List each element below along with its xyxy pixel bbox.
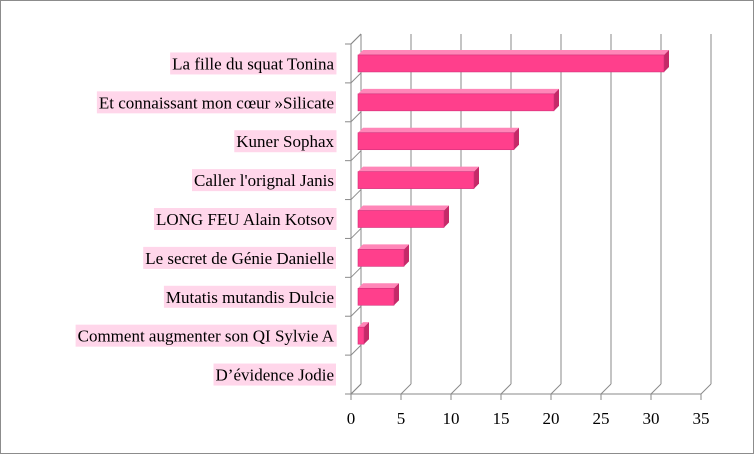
x-tick-label: 5 (397, 409, 406, 428)
bars (357, 49, 669, 345)
wall-gridline (350, 111, 362, 123)
bar (357, 88, 559, 112)
bar-front (357, 54, 665, 73)
wall-gridline (350, 189, 362, 200)
x-tick-label: 30 (643, 409, 660, 428)
category-label: D’évidence Jodie (216, 366, 334, 385)
category-label-bg (75, 324, 337, 347)
bar-side (394, 283, 399, 306)
wall-gridline (350, 344, 362, 356)
category-label: Le secret de Génie Danielle (145, 249, 334, 268)
floor-gridline (550, 383, 562, 395)
floor-gridline (400, 383, 412, 395)
x-tick-label: 10 (443, 409, 460, 428)
category-label-bg (96, 91, 336, 114)
category-label: La fille du squat Tonina (172, 54, 334, 73)
bar (357, 49, 669, 73)
floor-gridline (600, 383, 612, 395)
bar-front (357, 249, 405, 267)
category-label: LONG FEU Alain Kotsov (156, 210, 335, 229)
category-label-bg (192, 169, 336, 192)
wall-gridline (350, 305, 362, 317)
x-tick-label: 15 (493, 409, 510, 428)
x-tick-label: 35 (693, 409, 710, 428)
bar (357, 244, 409, 267)
bar-side (664, 49, 669, 72)
bar-side (514, 127, 519, 150)
category-label-bg (234, 130, 337, 153)
x-tick-labels: 0 5 10 15 20 25 30 35 (347, 409, 710, 428)
floor-gridline (450, 383, 462, 395)
floor-gridline (500, 383, 512, 395)
bar (357, 322, 369, 345)
category-label-bg (170, 52, 337, 75)
wall-gridline (350, 266, 362, 278)
category-label-bg (163, 285, 336, 308)
bar (357, 283, 399, 306)
bar-top (358, 88, 559, 94)
category-label: Et connaissant mon cœur »Silicate (99, 93, 334, 112)
x-tick-label: 25 (593, 409, 610, 428)
bar-side (364, 322, 369, 345)
bar (357, 127, 519, 151)
bar-top (358, 283, 399, 289)
bar-front (357, 210, 445, 228)
bar (357, 205, 449, 228)
bar-side (554, 88, 559, 111)
wall-gridline (350, 228, 362, 239)
bar-top (358, 166, 479, 172)
category-label-bg (213, 363, 336, 386)
wall-gridline (350, 383, 362, 395)
bar-front (357, 326, 365, 345)
floor-gridline (700, 383, 712, 395)
bar-side (404, 244, 409, 267)
bar-front (357, 287, 395, 306)
bar-top (358, 244, 409, 250)
bar-front (357, 93, 555, 112)
bar-top (358, 322, 369, 328)
bar (357, 166, 479, 189)
category-label-bg (153, 208, 337, 230)
category-label-bg (143, 246, 336, 269)
wall-gridline (350, 72, 362, 84)
bar-top (358, 49, 669, 55)
bar-side (474, 166, 479, 189)
wall-gridline (350, 150, 362, 162)
bar-side (444, 205, 449, 228)
category-label: Mutatis mutandis Dulcie (166, 288, 334, 307)
floor-gridline (650, 383, 662, 395)
bar-top (358, 127, 519, 133)
category-labels: La fille du squat Tonina Et connaissant m… (75, 52, 337, 386)
x-tick-label: 20 (543, 409, 560, 428)
bar-top (358, 205, 449, 211)
category-label: Caller l'orignal Janis (194, 171, 334, 190)
x-tick-label: 0 (347, 409, 356, 428)
category-label: Kuner Sophax (236, 132, 334, 151)
category-label: Comment augmenter son QI Sylvie A (78, 327, 335, 346)
bar-front (357, 171, 475, 189)
wall-gridline (350, 33, 362, 45)
bar-front (357, 132, 515, 151)
